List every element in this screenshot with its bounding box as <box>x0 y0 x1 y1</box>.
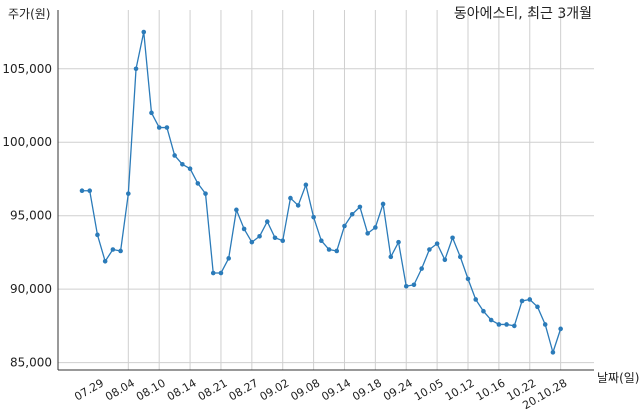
price-point <box>481 308 486 314</box>
price-point <box>172 153 177 158</box>
x-tick-label: 07.29 <box>72 376 106 403</box>
price-point <box>396 239 401 245</box>
price-point <box>527 297 533 302</box>
price-line <box>82 31 562 354</box>
price-point <box>234 207 239 213</box>
price-point <box>319 238 324 243</box>
series-layer <box>79 29 563 355</box>
x-tick-label: 08.14 <box>165 376 199 403</box>
grid-layer <box>58 10 594 370</box>
price-point <box>149 110 154 116</box>
x-tick-label: 08.10 <box>134 376 168 403</box>
price-point <box>164 125 170 130</box>
price-point <box>303 182 309 188</box>
price-point <box>218 270 224 276</box>
price-point <box>141 29 147 35</box>
x-axis-label: 날짜(일) <box>597 371 639 385</box>
price-point <box>542 322 548 327</box>
price-point <box>434 241 440 246</box>
price-point <box>241 226 247 232</box>
price-point <box>496 322 502 327</box>
price-point <box>357 204 363 210</box>
price-point <box>419 266 424 271</box>
x-tick-label: 09.02 <box>258 376 292 403</box>
x-tick-label: 09.08 <box>288 376 322 403</box>
x-tick-label: 08.04 <box>103 376 137 403</box>
price-point <box>87 188 93 194</box>
price-point <box>249 239 255 245</box>
x-tick-label: 09.24 <box>381 376 415 403</box>
price-point <box>550 350 556 355</box>
x-tick-label: 08.21 <box>196 376 230 403</box>
price-point <box>133 66 139 72</box>
price-point <box>272 235 278 241</box>
price-point <box>388 254 394 260</box>
chart-title: 동아에스티, 최근 3개월 <box>454 6 592 22</box>
y-tick-label: 90,000 <box>10 282 52 296</box>
price-point <box>558 326 563 332</box>
price-point <box>403 283 409 289</box>
price-point <box>288 195 293 201</box>
price-point <box>187 166 193 171</box>
y-tick-label: 105,000 <box>2 62 52 76</box>
x-tick-label: 10.16 <box>474 376 508 403</box>
y-tick-label: 85,000 <box>10 356 52 370</box>
price-point <box>126 191 131 196</box>
price-point <box>95 232 100 238</box>
y-axis-label: 주가(원) <box>8 7 50 21</box>
price-point <box>535 304 540 310</box>
price-point <box>156 125 162 130</box>
x-tick-label: 10.05 <box>412 376 446 403</box>
price-point <box>473 297 479 302</box>
price-point <box>226 256 231 261</box>
price-point <box>411 282 417 288</box>
price-point <box>110 247 116 252</box>
y-tick-label: 100,000 <box>2 135 52 149</box>
price-point <box>457 254 463 260</box>
x-tick-labels: 07.2908.0408.1008.1408.2108.2709.0209.08… <box>72 376 569 409</box>
price-point <box>334 248 340 254</box>
price-point <box>295 203 301 208</box>
price-point <box>342 223 347 229</box>
price-point <box>102 258 108 264</box>
price-point <box>519 298 525 304</box>
price-point <box>311 214 316 220</box>
price-point <box>203 191 208 196</box>
price-point <box>79 188 85 194</box>
price-point <box>380 201 386 207</box>
price-point <box>180 161 185 167</box>
x-tick-label: 09.14 <box>319 376 353 403</box>
price-point <box>365 231 370 236</box>
price-point <box>257 233 262 239</box>
price-point <box>280 238 286 243</box>
x-tick-label: 10.12 <box>443 376 477 403</box>
price-point <box>442 257 448 263</box>
price-point <box>465 276 471 282</box>
price-point <box>264 219 270 224</box>
price-point <box>210 270 216 276</box>
price-point <box>326 247 332 252</box>
price-point <box>373 225 378 230</box>
price-point <box>349 211 355 217</box>
x-tick-label: 09.18 <box>350 376 384 403</box>
price-point <box>450 235 455 241</box>
x-tick-label: 08.27 <box>227 376 261 403</box>
y-tick-labels: 85,000 90,000 95,000 100,000 105,000 <box>2 62 52 370</box>
price-point <box>488 317 494 323</box>
price-point <box>504 322 509 327</box>
price-point <box>427 247 432 252</box>
price-point <box>118 248 123 254</box>
price-point <box>195 181 201 186</box>
y-tick-label: 95,000 <box>10 209 52 223</box>
price-point <box>512 323 517 329</box>
